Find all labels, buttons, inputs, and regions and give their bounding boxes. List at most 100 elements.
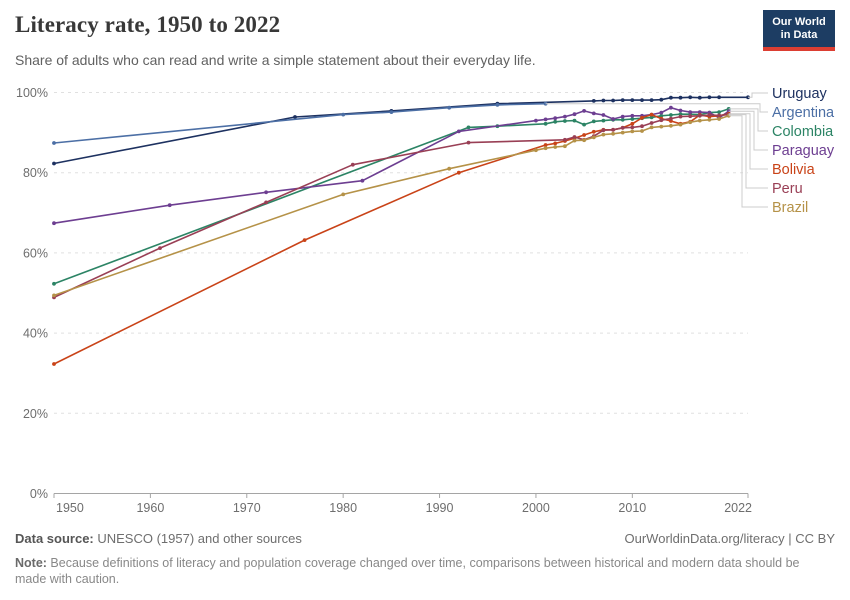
data-point-bolivia-2002[interactable] xyxy=(553,141,558,146)
data-point-paraguay-2015[interactable] xyxy=(678,108,683,113)
data-point-argentina-1950[interactable] xyxy=(52,141,56,145)
data-point-paraguay-2002[interactable] xyxy=(553,116,558,121)
data-point-brazil-2013[interactable] xyxy=(659,124,664,129)
series-line-peru[interactable] xyxy=(53,113,730,299)
data-point-brazil-2016[interactable] xyxy=(688,120,693,125)
data-point-paraguay-1992[interactable] xyxy=(456,129,461,134)
legend-label-colombia[interactable]: Colombia xyxy=(772,124,834,140)
data-point-brazil-2001[interactable] xyxy=(543,146,548,151)
series-line-bolivia[interactable] xyxy=(53,112,730,365)
data-point-uruguay-2014[interactable] xyxy=(669,95,673,100)
data-point-peru-2018[interactable] xyxy=(707,113,712,117)
data-point-argentina-1996[interactable] xyxy=(495,103,500,107)
data-point-bolivia-2005[interactable] xyxy=(582,133,586,137)
data-point-uruguay-2008[interactable] xyxy=(611,98,615,103)
data-point-bolivia-2011[interactable] xyxy=(640,115,644,120)
owid-link[interactable]: OurWorldinData.org/literacy | CC BY xyxy=(624,531,835,546)
data-point-peru-2016[interactable] xyxy=(688,114,693,119)
series-line-colombia[interactable] xyxy=(53,108,730,285)
data-point-paraguay-1962[interactable] xyxy=(167,203,172,208)
data-point-brazil-2006[interactable] xyxy=(591,135,596,140)
data-point-peru-2004[interactable] xyxy=(572,135,577,139)
data-point-colombia-2009[interactable] xyxy=(620,117,625,122)
data-point-peru-1981[interactable] xyxy=(350,162,355,167)
owid-logo[interactable]: Our World in Data xyxy=(763,10,835,51)
data-point-peru-2008[interactable] xyxy=(611,127,615,132)
data-point-colombia-2001[interactable] xyxy=(543,121,548,126)
data-point-brazil-2008[interactable] xyxy=(611,131,615,136)
legend-label-paraguay[interactable]: Paraguay xyxy=(772,143,835,159)
data-point-paraguay-2000[interactable] xyxy=(534,118,538,123)
data-point-paraguay-2008[interactable] xyxy=(611,117,615,121)
data-point-colombia-2014[interactable] xyxy=(669,113,673,117)
data-point-colombia-1950[interactable] xyxy=(52,281,56,286)
data-point-peru-2012[interactable] xyxy=(649,121,654,125)
data-point-colombia-2010[interactable] xyxy=(630,117,635,121)
data-point-paraguay-1972[interactable] xyxy=(264,190,268,195)
data-point-brazil-2003[interactable] xyxy=(563,144,567,149)
series-line-argentina[interactable] xyxy=(53,102,547,144)
data-point-peru-2010[interactable] xyxy=(630,125,635,130)
data-point-argentina-1985[interactable] xyxy=(389,110,394,114)
series-line-brazil[interactable] xyxy=(53,114,730,297)
data-point-bolivia-2012[interactable] xyxy=(649,112,654,117)
data-point-brazil-2010[interactable] xyxy=(630,129,635,134)
data-point-paraguay-2013[interactable] xyxy=(659,110,664,115)
data-point-peru-2003[interactable] xyxy=(563,137,567,142)
data-point-bolivia-2006[interactable] xyxy=(591,129,596,134)
data-point-peru-2007[interactable] xyxy=(601,128,606,133)
data-point-uruguay-2016[interactable] xyxy=(688,95,693,100)
data-point-bolivia-1992[interactable] xyxy=(456,170,461,175)
data-point-brazil-2019[interactable] xyxy=(717,117,721,121)
data-point-colombia-2002[interactable] xyxy=(553,119,558,124)
data-point-brazil-2017[interactable] xyxy=(697,118,702,123)
data-point-brazil-2015[interactable] xyxy=(678,122,683,127)
data-point-colombia-2006[interactable] xyxy=(591,119,596,124)
data-point-colombia-2003[interactable] xyxy=(563,119,567,123)
data-point-uruguay-1950[interactable] xyxy=(52,161,56,166)
data-point-argentina-1980[interactable] xyxy=(341,112,346,117)
data-point-brazil-2002[interactable] xyxy=(553,145,558,149)
data-point-brazil-2009[interactable] xyxy=(620,130,625,135)
data-point-uruguay-2006[interactable] xyxy=(591,99,596,103)
data-point-paraguay-2010[interactable] xyxy=(630,113,635,118)
data-point-colombia-2004[interactable] xyxy=(572,118,577,123)
data-point-paraguay-1950[interactable] xyxy=(52,221,56,226)
data-point-brazil-1991[interactable] xyxy=(447,166,452,171)
data-point-bolivia-1950[interactable] xyxy=(52,362,56,366)
data-point-uruguay-2013[interactable] xyxy=(659,97,664,102)
data-point-bolivia-1976[interactable] xyxy=(302,238,307,243)
legend-label-uruguay[interactable]: Uruguay xyxy=(772,86,828,102)
data-point-colombia-2005[interactable] xyxy=(582,122,586,127)
legend-label-bolivia[interactable]: Bolivia xyxy=(772,162,816,178)
data-point-brazil-2018[interactable] xyxy=(707,117,712,122)
data-point-uruguay-2018[interactable] xyxy=(707,95,712,100)
data-point-colombia-2012[interactable] xyxy=(649,115,654,120)
data-point-argentina-1991[interactable] xyxy=(447,105,452,110)
data-point-uruguay-2010[interactable] xyxy=(630,98,635,102)
data-point-peru-2015[interactable] xyxy=(678,114,683,119)
data-point-peru-1972[interactable] xyxy=(264,200,268,205)
data-point-brazil-2007[interactable] xyxy=(601,132,606,137)
data-point-paraguay-2005[interactable] xyxy=(582,109,586,113)
data-point-brazil-2011[interactable] xyxy=(640,129,644,133)
data-point-uruguay-2017[interactable] xyxy=(697,95,702,100)
data-point-brazil-2005[interactable] xyxy=(582,138,586,143)
data-point-colombia-2019[interactable] xyxy=(717,110,721,114)
legend-label-peru[interactable]: Peru xyxy=(772,181,803,197)
legend-label-brazil[interactable]: Brazil xyxy=(772,200,808,216)
data-point-paraguay-2014[interactable] xyxy=(669,105,673,110)
data-point-uruguay-1975[interactable] xyxy=(293,115,297,119)
data-point-paraguay-2009[interactable] xyxy=(620,114,625,119)
data-point-peru-2017[interactable] xyxy=(697,113,702,118)
data-point-peru-2014[interactable] xyxy=(669,116,673,121)
data-point-uruguay-2007[interactable] xyxy=(601,98,606,103)
data-point-paraguay-2007[interactable] xyxy=(601,113,606,117)
data-point-bolivia-2010[interactable] xyxy=(630,121,635,126)
data-point-peru-1993[interactable] xyxy=(466,140,471,145)
data-point-peru-1961[interactable] xyxy=(158,246,162,251)
data-point-peru-2013[interactable] xyxy=(659,118,664,123)
legend-label-argentina[interactable]: Argentina xyxy=(772,105,835,121)
data-point-paraguay-1982[interactable] xyxy=(360,178,365,183)
data-point-colombia-2013[interactable] xyxy=(659,113,664,118)
